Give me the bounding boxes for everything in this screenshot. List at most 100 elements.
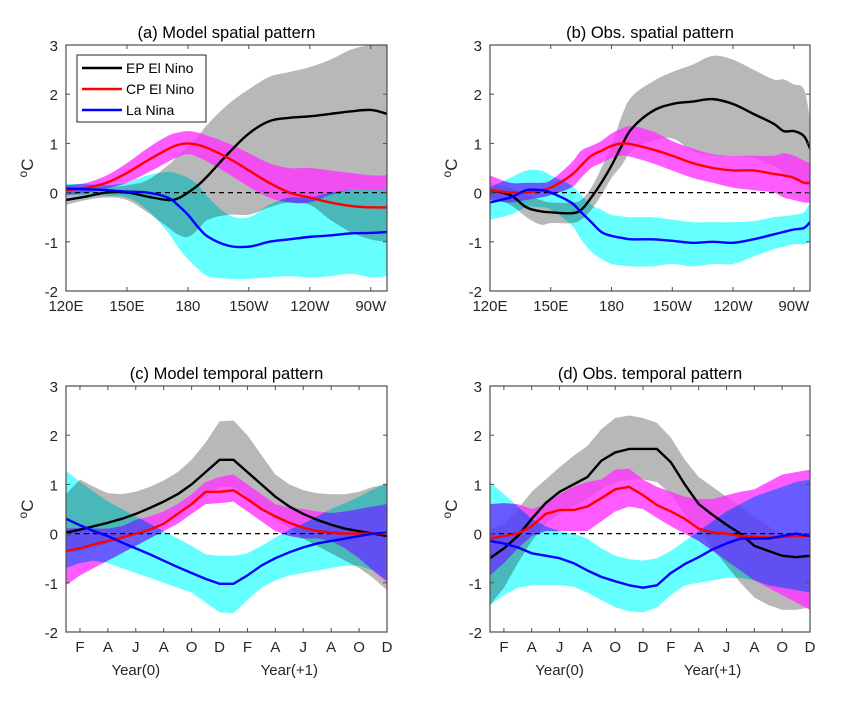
- y-tick-label: 2: [50, 428, 58, 445]
- x-tick-label: 180: [175, 298, 200, 315]
- x-tick-label: A: [270, 639, 280, 656]
- series-line-la-nina: [66, 517, 387, 585]
- x-tick-label: D: [638, 639, 649, 656]
- y-tick-label: 0: [50, 186, 58, 203]
- x-tick-label: 90W: [355, 298, 387, 315]
- y-tick-label: 0: [474, 186, 482, 203]
- y-tick-label: -1: [469, 235, 482, 252]
- x-tick-label: A: [103, 639, 113, 656]
- series-line-ep-el-nino: [66, 458, 387, 538]
- x-tick-label: 120W: [290, 298, 330, 315]
- panel-title: (c) Model temporal pattern: [130, 365, 324, 383]
- plot-area: [490, 55, 810, 267]
- y-tick-label: -1: [45, 235, 58, 252]
- x-tick-label: F: [75, 639, 84, 656]
- series-line-cp-el-nino: [66, 489, 387, 553]
- series-line-cp-el-nino: [490, 485, 810, 540]
- uncertainty-band-la-nina: [490, 479, 810, 613]
- y-tick-label: 3: [50, 38, 58, 55]
- panel-title: (a) Model spatial pattern: [138, 24, 316, 42]
- x-tick-label: D: [214, 639, 225, 656]
- x-tick-label: D: [382, 639, 393, 656]
- y-tick-label: 3: [474, 38, 482, 55]
- axes-frame: [65, 385, 388, 633]
- x-tick-label: 90W: [778, 298, 810, 315]
- x-tick-label: 120W: [713, 298, 753, 315]
- y-tick-label: 0: [50, 527, 58, 544]
- uncertainty-band-la-nina: [66, 171, 387, 279]
- y-tick-label: 3: [50, 379, 58, 396]
- series-line-la-nina: [66, 187, 387, 249]
- uncertainty-band-cp-el-nino: [490, 126, 810, 203]
- series-line-cp-el-nino: [490, 142, 810, 195]
- y-tick-label: 2: [50, 87, 58, 104]
- y-tick-label: 1: [50, 477, 58, 494]
- series-line-cp-el-nino: [66, 142, 387, 209]
- x-tick-label: F: [499, 639, 508, 656]
- panel-title: (d) Obs. temporal pattern: [558, 365, 742, 383]
- x-tick-label: A: [582, 639, 592, 656]
- panel-a-model-spatial: -2 -1 0 1 2 3 120E 150E 180 150W 120W 90W (a) Model …: [16, 24, 388, 315]
- y-tick-label: -1: [469, 576, 482, 593]
- x-tick-label: 150E: [109, 298, 144, 315]
- axes-frame: [489, 385, 811, 633]
- panel-title: (b) Obs. spatial pattern: [566, 24, 734, 42]
- year-label: Year(+1): [684, 662, 741, 679]
- plot-area: [66, 45, 387, 279]
- y-axis-label: oC: [440, 500, 461, 519]
- series-line-ep-el-nino: [490, 97, 810, 215]
- plot-area: [490, 415, 810, 613]
- legend-label: EP El Nino: [126, 60, 194, 76]
- year-label: Year(0): [111, 662, 160, 679]
- x-tick-label: J: [556, 639, 564, 656]
- x-tick-label: A: [159, 639, 169, 656]
- y-tick-label: 1: [474, 477, 482, 494]
- uncertainty-band-cp-el-nino: [66, 131, 387, 204]
- x-tick-label: J: [132, 639, 140, 656]
- x-tick-label: 150W: [229, 298, 269, 315]
- y-axis-label: oC: [440, 159, 461, 178]
- year-label: Year(+1): [261, 662, 318, 679]
- x-tick-label: O: [776, 639, 788, 656]
- y-tick-label: -2: [469, 625, 482, 642]
- axes-frame: [65, 44, 388, 292]
- y-axis-label: oC: [16, 500, 37, 519]
- series-line-la-nina: [490, 532, 810, 589]
- year-label: Year(0): [535, 662, 584, 679]
- x-tick-label: 180: [599, 298, 624, 315]
- y-axis-label: oC: [16, 159, 37, 178]
- x-tick-label: A: [326, 639, 336, 656]
- x-tick-label: J: [723, 639, 731, 656]
- series-line-ep-el-nino: [490, 447, 810, 560]
- x-tick-label: A: [527, 639, 537, 656]
- y-tick-label: -2: [45, 625, 58, 642]
- x-tick-label: 120E: [48, 298, 83, 315]
- legend: EP El Nino CP El Nino La Nina: [76, 54, 207, 123]
- legend-label: La Nina: [126, 102, 174, 118]
- legend-label: CP El Nino: [126, 81, 194, 97]
- x-tick-label: O: [186, 639, 198, 656]
- x-tick-label: A: [694, 639, 704, 656]
- x-tick-label: F: [666, 639, 675, 656]
- x-tick-label: 120E: [472, 298, 507, 315]
- x-tick-label: D: [805, 639, 816, 656]
- x-tick-label: J: [300, 639, 308, 656]
- y-tick-label: 2: [474, 428, 482, 445]
- plot-area: [66, 420, 387, 614]
- y-tick-label: 2: [474, 87, 482, 104]
- x-tick-label: O: [353, 639, 365, 656]
- x-tick-label: 150W: [653, 298, 693, 315]
- axes-frame: [489, 44, 811, 292]
- y-tick-label: 0: [474, 527, 482, 544]
- y-tick-label: -1: [45, 576, 58, 593]
- panel-b-obs-spatial: -2 -1 0 1 2 3 120E 150E 180 150W 120W 90W (b) Obs. s…: [440, 24, 811, 315]
- y-tick-label: 1: [474, 136, 482, 153]
- x-tick-label: F: [243, 639, 252, 656]
- y-tick-label: -2: [469, 284, 482, 301]
- y-tick-label: -2: [45, 284, 58, 301]
- x-tick-label: O: [609, 639, 621, 656]
- x-tick-label: A: [749, 639, 759, 656]
